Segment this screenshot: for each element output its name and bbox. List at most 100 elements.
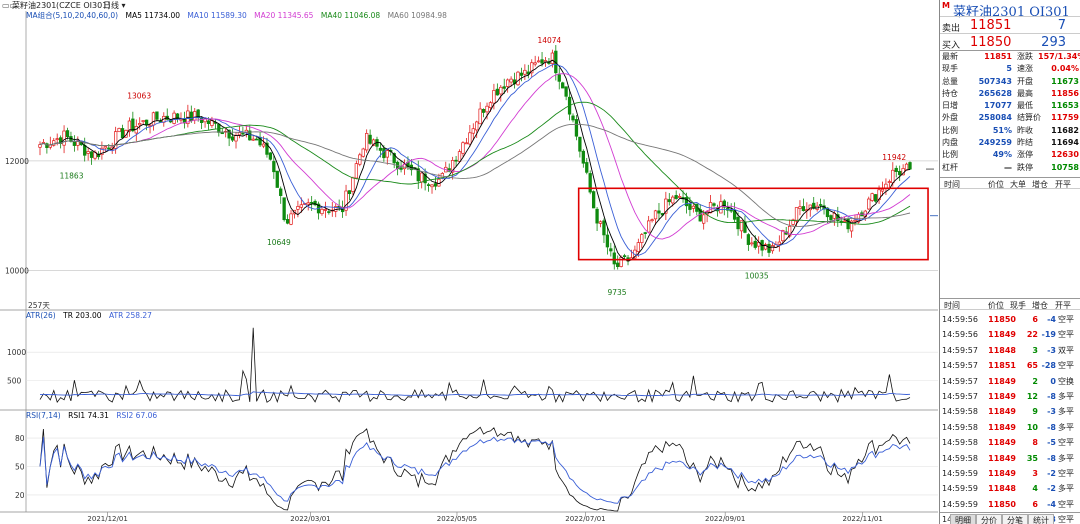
stat-value: — [1004, 162, 1012, 172]
candle-down [588, 173, 592, 193]
tick-row[interactable]: 14:59:58 11849 10 -8 多平 [940, 420, 1080, 435]
stat-value: 157/1.34% [1038, 52, 1080, 61]
tick-row[interactable]: 14:59:58 11849 8 -5 空平 [940, 435, 1080, 450]
candle-up [237, 132, 242, 136]
tick-row[interactable]: 14:59:58 11849 9 -3 多平 [940, 404, 1080, 419]
tick-price: 11851 [988, 361, 1016, 371]
tick-type: 空平 [1058, 499, 1074, 509]
candle-up [457, 151, 462, 162]
candle-down [561, 82, 565, 89]
tick-price: 11849 [988, 422, 1016, 432]
tab-price[interactable]: 分价 [976, 514, 1002, 524]
tick-time: 14:59:57 [942, 376, 978, 386]
ma10-line [39, 63, 911, 256]
candle-up [671, 196, 675, 204]
period-selector[interactable]: 日线 ▾ [103, 1, 126, 10]
ma60-value: MA60 10984.98 [387, 11, 447, 20]
stat-value: 507343 [978, 76, 1012, 86]
stat-value: 265628 [978, 88, 1012, 98]
stat-value: 5 [1006, 64, 1012, 74]
chart-menu-icon[interactable]: ▭▭ [2, 1, 18, 10]
rsi-legend-name[interactable]: RSI(7,14) [26, 411, 61, 420]
candle-up [55, 138, 59, 140]
candle-down [616, 262, 620, 267]
tick-row[interactable]: 14:59:57 11848 3 -3 双平 [940, 343, 1080, 358]
ma20-line [39, 73, 911, 240]
candle-up [763, 244, 768, 250]
tick-oi: -2 [1047, 468, 1056, 478]
candle-up [261, 143, 266, 147]
stat-label: 比例 [942, 125, 958, 135]
candle-up [193, 111, 197, 121]
candle-down [144, 119, 149, 126]
chart-symbol-code: (CZCE OI301) [56, 1, 111, 10]
candle-up [385, 150, 389, 158]
quote-stats: 最新 11851 涨跌 157/1.34% 现手 5 速涨 0.04% 总量 507343 开盘 11… [940, 50, 1080, 174]
tick-type: 空平 [1058, 361, 1074, 371]
bar-count-label: 257天 [28, 301, 50, 310]
buy-row: 买入 11850 293 [940, 33, 1080, 51]
tick-oi: -5 [1047, 438, 1056, 448]
candle-up [619, 256, 623, 267]
x-tick-label: 2022/03/01 [290, 515, 330, 523]
tick-row[interactable]: 14:59:56 11850 6 -4 空平 [940, 312, 1080, 327]
tick-oi: -4 [1047, 499, 1056, 509]
extreme-label: 13063 [127, 92, 151, 101]
candle-down [313, 200, 317, 206]
candle-up [151, 112, 156, 126]
candle-down [416, 168, 420, 182]
candle-down [310, 202, 314, 204]
extreme-label: 10035 [745, 272, 769, 281]
tick-row[interactable]: 14:59:57 11849 12 -8 多平 [940, 389, 1080, 404]
tick-oi: -28 [1041, 361, 1056, 371]
candle-down [268, 152, 273, 160]
candle-up [354, 163, 359, 179]
candle-up [636, 242, 640, 252]
candle-up [475, 121, 479, 131]
candle-up [781, 230, 785, 242]
candle-up [509, 78, 513, 83]
tick-row[interactable]: 14:59:57 11849 2 0 空换 [940, 374, 1080, 389]
tick-row[interactable]: 14:59:57 11851 65 -28 空平 [940, 358, 1080, 373]
tick-row[interactable]: 14:59:59 11848 4 -2 多平 [940, 481, 1080, 496]
candle-down [89, 151, 94, 158]
chart-area[interactable]: 12000 10000 1000 500 80 50 20 2021/12/01 2022/03… [0, 0, 939, 524]
candle-up [536, 60, 541, 63]
tick-volume: 65 [1026, 361, 1038, 371]
tab-ticks[interactable]: 分笔 [1002, 514, 1028, 524]
candle-up [653, 210, 658, 220]
tick-row[interactable]: 14:59:58 11849 35 -8 多平 [940, 451, 1080, 466]
candle-down [767, 243, 771, 253]
candle-up [38, 144, 42, 148]
tick-volume: 6 [1032, 315, 1038, 324]
tick-row[interactable]: 14:59:59 11849 3 -2 空平 [940, 466, 1080, 481]
tick-row[interactable]: 14:59:59 11850 6 -4 空平 [940, 497, 1080, 512]
tick-volume: 8 [1032, 438, 1038, 448]
candle-down [131, 118, 135, 132]
tick-oi: -4 [1047, 315, 1056, 324]
tab-detail[interactable]: 明细 [950, 514, 976, 524]
highlight-box [577, 187, 929, 261]
atr-legend: ATR(26) TR 203.00 ATR 258.27 [26, 311, 157, 321]
stat-label: 日增 [942, 101, 958, 111]
tick-type: 空换 [1058, 376, 1074, 386]
atr-legend-name[interactable]: ATR(26) [26, 311, 56, 320]
candle-up [478, 108, 482, 125]
tick-time: 14:59:56 [942, 315, 978, 324]
candle-down [83, 144, 87, 156]
tick-time: 14:59:57 [942, 345, 978, 355]
tick-list[interactable]: 14:59:56 11850 6 -4 空平 14:59:56 11849 22 -19 空平 14… [940, 312, 1080, 524]
ma-legend-name[interactable]: MA组合(5,10,20,40,60,0) [26, 11, 119, 20]
stat-label: 现手 [942, 64, 958, 74]
candle-down [45, 143, 49, 148]
candle-up [650, 219, 654, 222]
candle-down [688, 203, 692, 210]
panel-tabs: 明细 分价 分笔 统计 [940, 512, 1080, 524]
candle-down [502, 86, 506, 89]
tab-stats[interactable]: 统计 [1028, 514, 1054, 524]
chart-symbol-title: 菜籽油2301 [12, 1, 57, 10]
candle-up [702, 214, 706, 224]
ma40-line [39, 101, 911, 225]
candle-up [52, 140, 56, 146]
tick-row[interactable]: 14:59:56 11849 22 -19 空平 [940, 327, 1080, 342]
